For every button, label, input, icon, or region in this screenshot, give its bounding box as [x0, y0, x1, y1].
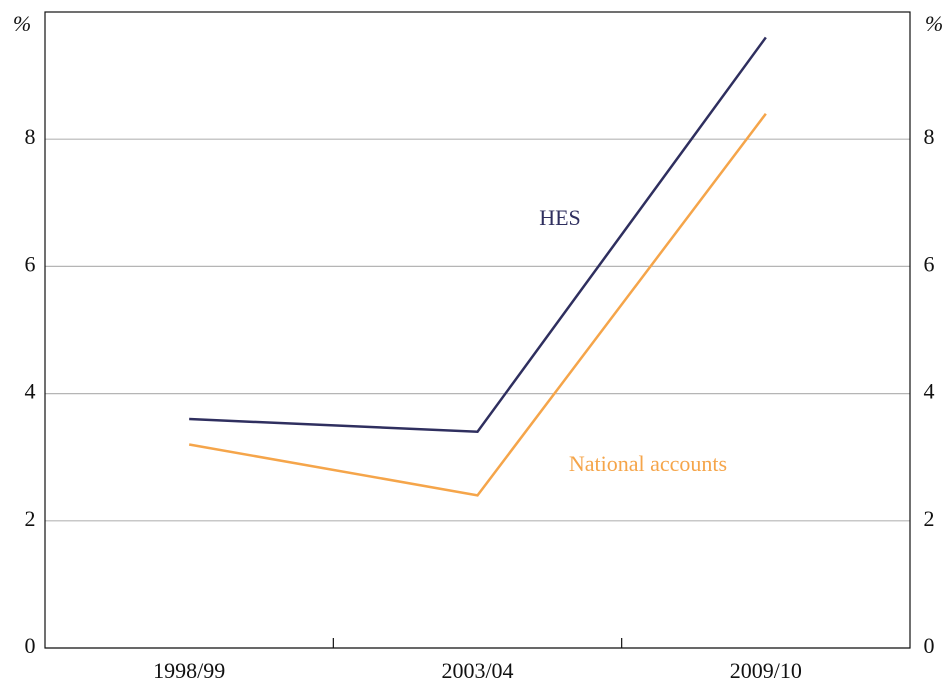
plot-frame	[44, 11, 911, 649]
y-unit-right: %	[925, 11, 943, 36]
y2-tick-label: 8	[924, 124, 935, 149]
y-tick-label: 4	[25, 379, 36, 404]
series-label: National accounts	[569, 451, 727, 476]
series-label: HES	[539, 205, 581, 230]
series-line	[189, 36, 767, 434]
series-line	[188, 113, 767, 497]
x-tick-label: 1998/99	[153, 658, 225, 683]
y-tick-label: 8	[25, 124, 36, 149]
y2-tick-label: 4	[924, 379, 935, 404]
y-tick-label: 2	[25, 506, 36, 531]
y2-tick-label: 2	[924, 506, 935, 531]
y-tick-label: 6	[25, 251, 36, 276]
y-tick-label: 0	[25, 633, 36, 658]
y-unit-left: %	[13, 11, 31, 36]
x-tick-label: 2009/10	[730, 658, 802, 683]
x-tick-label: 2003/04	[441, 658, 513, 683]
y2-tick-label: 6	[924, 251, 935, 276]
y2-tick-label: 0	[924, 633, 935, 658]
